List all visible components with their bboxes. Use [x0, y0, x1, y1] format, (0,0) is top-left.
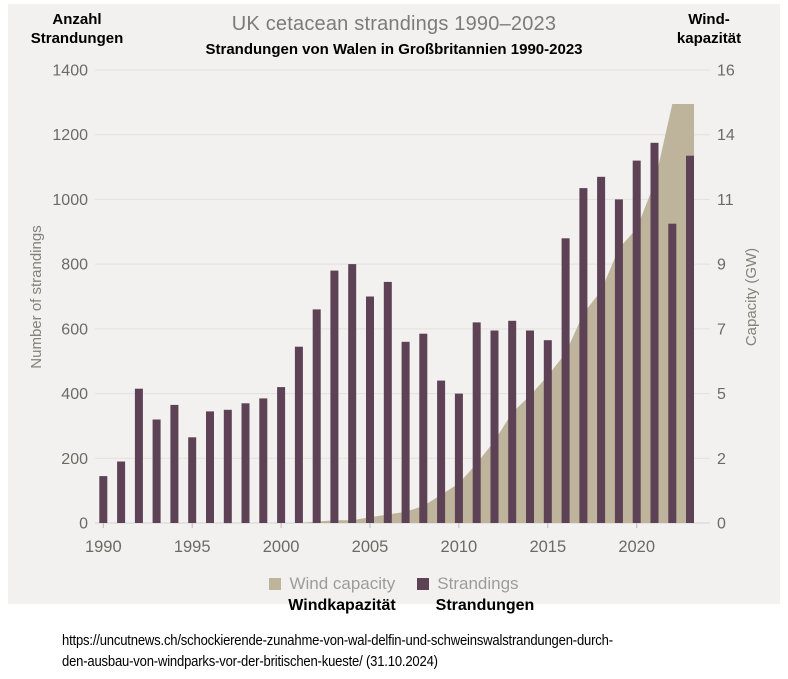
left-axis-header-line1: Anzahl — [52, 11, 102, 28]
wind-capacity-swatch-icon — [269, 578, 282, 590]
right-tick-13.714285714285714: 14 — [717, 127, 735, 144]
strandings-bar-2008 — [419, 333, 428, 523]
right-tick-0: 0 — [717, 516, 726, 533]
right-tick-9.142857142857142: 9 — [717, 257, 726, 274]
chart-title: UK cetacean strandings 1990–2023 — [231, 13, 557, 35]
x-tick-2010: 2010 — [441, 538, 478, 556]
legend-label-strandings: Strandings — [437, 574, 519, 593]
left-tick-200: 200 — [61, 451, 88, 468]
german-legend-strandings: Strandungen — [435, 597, 535, 614]
source-line2: den-ausbau-von-windparks-vor-der-britisc… — [62, 654, 438, 670]
german-legend-row: Windkapazität Strandungen — [0, 597, 788, 619]
left-tick-600: 600 — [61, 321, 88, 338]
strandings-bar-2001 — [294, 346, 303, 523]
strandings-bar-1998 — [241, 403, 250, 523]
left-tick-1200: 1200 — [52, 127, 88, 144]
chart-legend: Wind capacity Strandings — [8, 572, 780, 596]
strandings-bar-2021 — [650, 142, 659, 524]
strandings-bar-2002 — [312, 309, 321, 523]
strandings-bar-1996 — [206, 411, 214, 523]
strandings-bar-2006 — [383, 281, 392, 523]
german-legend-wind: Windkapazität — [288, 597, 396, 614]
x-tick-1995: 1995 — [174, 538, 211, 556]
legend-item-strandings[interactable]: Strandings — [417, 574, 519, 594]
x-tick-2000: 2000 — [263, 538, 300, 556]
left-tick-1000: 1000 — [52, 192, 88, 209]
chart-panel: Anzahl Strandungen UK cetacean stranding… — [8, 4, 780, 604]
left-tick-1400: 1400 — [52, 63, 88, 80]
axis-layer: 0 0 200 2 400 5 600 7 800 9 1000 11 1200 14 1400 16 1990… — [52, 63, 734, 557]
legend-item-wind-capacity[interactable]: Wind capacity — [269, 574, 395, 594]
right-tick-16: 16 — [717, 63, 735, 80]
strandings-bar-1991 — [117, 461, 126, 523]
series-layer — [99, 104, 695, 524]
right-tick-11.428571428571429: 11 — [717, 192, 734, 209]
strandings-bar-2012 — [490, 330, 499, 523]
source-line1: https://uncutnews.ch/schockierende-zunah… — [62, 633, 613, 649]
right-axis-header-line1: Wind- — [688, 11, 730, 28]
strandings-bar-2022 — [668, 223, 677, 523]
left-axis-header: Anzahl Strandungen — [22, 10, 132, 48]
strandings-bar-2007 — [401, 341, 410, 523]
strandings-bar-1993 — [152, 419, 161, 523]
strandings-bar-2023 — [686, 155, 694, 523]
strandings-bar-2003 — [330, 270, 339, 523]
strandings-bar-2000 — [277, 387, 286, 523]
right-tick-6.857142857142857: 7 — [717, 321, 726, 338]
strandings-bar-1994 — [170, 404, 179, 523]
left-axis-header-line2: Strandungen — [30, 30, 124, 47]
strandings-bar-1990 — [99, 476, 108, 523]
strandings-bar-1997 — [223, 409, 232, 524]
strandings-swatch-icon — [417, 578, 430, 590]
x-tick-2015: 2015 — [529, 538, 566, 556]
right-axis-header: Wind- kapazität — [650, 10, 768, 48]
strandings-bar-2004 — [348, 264, 357, 523]
strandings-bar-2018 — [597, 176, 606, 524]
strandings-bar-2019 — [614, 199, 623, 523]
strandings-bar-2009 — [437, 380, 446, 523]
right-tick-4.571428571428571: 5 — [717, 386, 726, 403]
strandings-bar-2015 — [543, 340, 552, 523]
right-tick-2.2857142857142856: 2 — [717, 451, 726, 468]
right-axis-header-line2: kapazität — [676, 30, 742, 47]
strandings-bar-1992 — [134, 388, 143, 523]
strandings-bar-2016 — [561, 238, 570, 524]
chart-canvas: 0 0 200 2 400 5 600 7 800 9 1000 11 1200 14 1400 16 1990… — [28, 63, 760, 557]
strandings-bar-2005 — [366, 296, 374, 523]
strandings-bar-1995 — [188, 437, 197, 523]
strandings-bar-2020 — [632, 160, 641, 523]
chart-subtitle: Strandungen von Walen in Großbritannien … — [205, 41, 583, 58]
x-tick-2005: 2005 — [352, 538, 389, 556]
x-tick-2020: 2020 — [618, 538, 655, 556]
legend-label-wind-capacity: Wind capacity — [289, 574, 396, 593]
strandings-bar-2013 — [508, 320, 517, 523]
strandings-bar-1999 — [259, 398, 268, 523]
source-citation: https://uncutnews.ch/schockierende-zunah… — [62, 631, 692, 673]
left-axis-title: Number of strandings — [28, 225, 45, 368]
left-tick-800: 800 — [61, 257, 88, 274]
left-tick-400: 400 — [61, 386, 88, 403]
left-tick-0: 0 — [79, 516, 88, 533]
x-tick-1990: 1990 — [85, 538, 122, 556]
strandings-bar-2010 — [454, 393, 463, 523]
strandings-bar-2014 — [526, 330, 534, 523]
strandings-bar-2011 — [472, 322, 481, 523]
right-axis-title: Capacity (GW) — [743, 248, 760, 346]
strandings-bar-2017 — [579, 188, 588, 523]
